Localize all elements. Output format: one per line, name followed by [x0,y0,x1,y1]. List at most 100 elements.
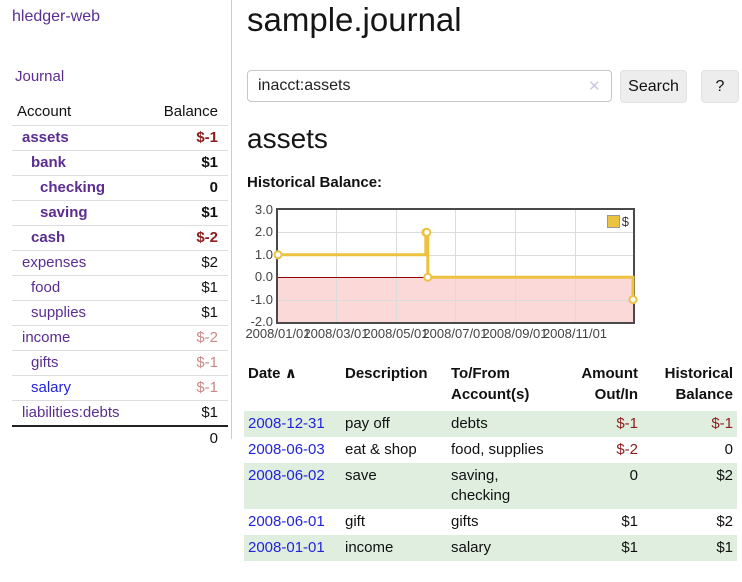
account-row: salary $-1 [12,375,228,401]
account-link-assets[interactable]: assets [22,129,69,146]
account-link-bank[interactable]: bank [31,154,67,171]
chart-legend: $ [605,213,630,230]
txn-accounts: gifts [451,513,479,530]
chart-data-point [422,227,432,237]
txn-date-link[interactable]: 2008-12-31 [248,415,325,432]
chart-y-tick-label: -2.0 [250,314,273,329]
account-row: income $-2 [12,325,228,351]
search-button[interactable]: Search [620,70,687,103]
clear-search-icon[interactable]: ✕ [588,78,601,95]
txn-balance: $-1 [711,415,733,432]
app-brand-link[interactable]: hledger-web [12,8,101,25]
chart-plot-area: $ [273,208,638,324]
txn-balance: $2 [716,513,733,530]
register-table-body: 2008-12-31 pay off debts $-1 $-1 2008-06-03 ea… [244,411,737,561]
search-input[interactable] [247,70,612,102]
account-row: assets $-1 [12,125,228,151]
txn-balance: 0 [724,441,733,458]
account-link-saving[interactable]: saving [40,204,88,221]
chart-series-line [273,227,638,305]
account-row: saving $1 [12,200,228,226]
account-balance: 0 [143,175,228,201]
account-balance: $-2 [143,325,228,351]
txn-date-cell: 2008-01-01 [244,535,341,561]
chart-gridline-v [575,210,576,322]
txn-balance: $2 [716,467,733,484]
col-description: Description [345,365,428,382]
account-balance: $1 [143,275,228,301]
chart-x-tick-label: 2008/05/01 [363,326,429,341]
chart-gridline-h [278,300,633,301]
col-amount: Amount Out/In [581,365,638,403]
txn-description: income [345,539,394,556]
chart-x-tick-label: 2008/07/01 [422,326,488,341]
account-row: cash $-2 [12,225,228,251]
account-row: bank $1 [12,150,228,176]
account-balance: $1 [143,300,228,326]
account-row: supplies $1 [12,300,228,326]
account-link-income[interactable]: income [22,329,71,346]
txn-amount: $-1 [616,415,638,432]
chart-gridline-v [336,210,337,322]
accounts-col-account: Account [17,103,72,120]
chart-y-tick-label: 2.0 [254,224,273,239]
txn-date-cell: 2008-06-01 [244,509,341,535]
txn-description: save [345,467,377,484]
sidebar-item-journal[interactable]: Journal [15,68,65,85]
chart-x-tick-label: 2008/03/01 [303,326,369,341]
historical-balance-chart: $ 3.0 2.0 1.0 0.0 -1.0 -2.0 2008/01/01 2008/03/… [245,202,742,346]
account-link-food[interactable]: food [31,279,61,296]
account-link-salary[interactable]: salary [31,379,72,396]
txn-date-link[interactable]: 2008-01-01 [248,539,325,556]
account-link-liabilities-debts[interactable]: liabilities:debts [22,404,120,421]
chart-gridline-h [278,232,633,233]
txn-accounts: debts [451,415,488,432]
transaction-row: 2008-01-01 income salary $1 $1 [244,535,737,561]
col-date-sort[interactable]: Date ∧ [248,365,297,382]
account-link-cash[interactable]: cash [31,229,66,246]
account-balance: $2 [143,250,228,276]
accounts-col-balance: Balance [163,103,218,120]
account-link-gifts[interactable]: gifts [31,354,59,371]
chart-title: Historical Balance: [247,174,383,191]
sidebar: hledger-web Journal Account Balance asse… [0,0,232,451]
txn-amount: $-2 [616,441,638,458]
accounts-total-spacer [12,425,144,451]
txn-date-cell: 2008-12-31 [244,411,341,437]
txn-date-link[interactable]: 2008-06-03 [248,441,325,458]
chart-x-tick-label: 2008/01/01 [245,326,311,341]
account-link-expenses[interactable]: expenses [22,254,87,271]
accounts-table-body: assets $-1 bank $1 checking 0 saving $1 cash $-2 e… [12,125,228,426]
transaction-row: 2008-12-31 pay off debts $-1 $-1 [244,411,737,437]
txn-accounts: salary [451,539,492,556]
account-balance: $1 [143,150,228,176]
account-row: gifts $-1 [12,350,228,376]
main-content: sample.journal ✕ Search ? assets Histori… [244,0,742,582]
account-row: expenses $2 [12,250,228,276]
chart-gridline-v [455,210,456,322]
register-table: Date ∧ Description To/From Account(s) Am… [244,361,737,561]
chart-y-tick-label: 3.0 [254,202,273,217]
search-form: ✕ Search ? [247,70,742,103]
account-link-supplies[interactable]: supplies [31,304,87,321]
txn-accounts: saving, checking [451,467,511,504]
txn-balance: $1 [716,539,733,556]
txn-date-link[interactable]: 2008-06-01 [248,513,325,530]
help-button[interactable]: ? [701,70,739,103]
accounts-header-row: Account Balance [12,100,228,126]
accounts-total-value: 0 [143,425,228,451]
legend-label: $ [621,214,629,229]
account-balance: $-1 [143,125,228,151]
chart-data-point [273,250,283,260]
txn-amount: $1 [621,539,638,556]
sort-asc-icon: ∧ [284,365,297,382]
chart-x-tick-label: 2008/11/01 [542,326,608,341]
txn-accounts: food, supplies [451,441,544,458]
chart-y-tick-label: 0.0 [254,269,273,284]
account-link-checking[interactable]: checking [40,179,106,196]
col-balance: Historical Balance [664,365,733,403]
col-accounts: To/From Account(s) [451,365,530,403]
txn-date-link[interactable]: 2008-06-02 [248,467,325,484]
chart-gridline-v [396,210,397,322]
account-row: food $1 [12,275,228,301]
